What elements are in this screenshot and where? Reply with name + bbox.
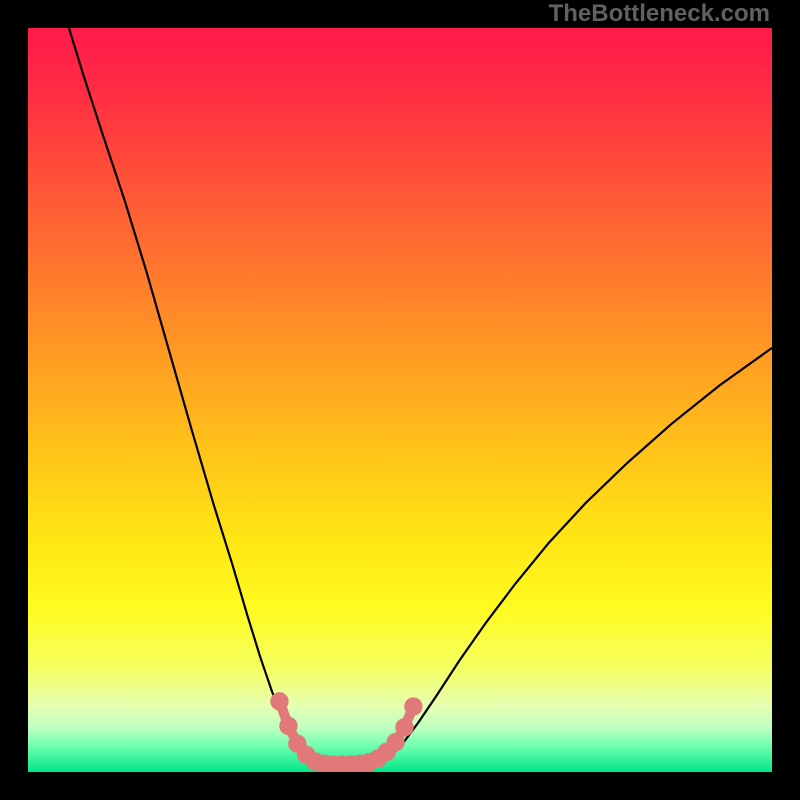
trough-marker [395, 718, 413, 736]
trough-marker [279, 717, 297, 735]
watermark-label: TheBottleneck.com [549, 0, 770, 28]
trough-marker [404, 697, 422, 715]
chart-frame: TheBottleneck.com [0, 0, 800, 800]
chart-svg [0, 0, 800, 800]
plot-background [28, 28, 772, 772]
trough-marker [270, 692, 288, 710]
